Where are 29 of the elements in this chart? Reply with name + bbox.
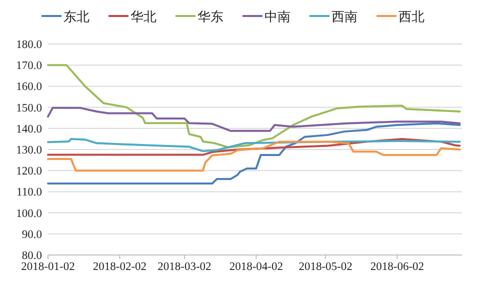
x-tick-label: 2018-02-02 [92,261,147,273]
y-tick-label: 120.0 [16,166,42,178]
y-tick-label: 150.0 [16,102,42,114]
y-tick-label: 140.0 [16,123,42,136]
line-series [47,138,461,152]
legend-label: 西南 [332,10,358,25]
x-tick-label: 2018-04-02 [229,261,284,273]
y-tick-label: 180.0 [16,39,42,51]
line-series [47,140,461,172]
x-tick-label: 2018-01-02 [21,261,76,273]
legend-label: 华北 [130,10,156,25]
legend-label: 西北 [398,10,424,25]
line-series [47,122,461,184]
line-series [47,64,461,148]
x-tick-label: 2018-05-02 [298,261,353,273]
y-tick-label: 130.0 [16,144,42,156]
y-tick-label: 100.0 [16,208,42,220]
legend-label: 东北 [64,10,90,25]
y-tick-label: 80.0 [22,250,42,262]
y-tick-label: 90.0 [22,228,42,241]
line-series [47,138,461,156]
y-tick-label: 160.0 [16,81,42,94]
legend-label: 华东 [198,10,224,25]
x-tick-label: 2018-03-02 [158,261,212,273]
y-tick-label: 110.0 [16,186,42,199]
line-series [47,106,461,132]
legend-label: 中南 [264,10,290,25]
y-tick-label: 170.0 [16,60,42,72]
x-tick-label: 2018-06-02 [370,261,424,273]
